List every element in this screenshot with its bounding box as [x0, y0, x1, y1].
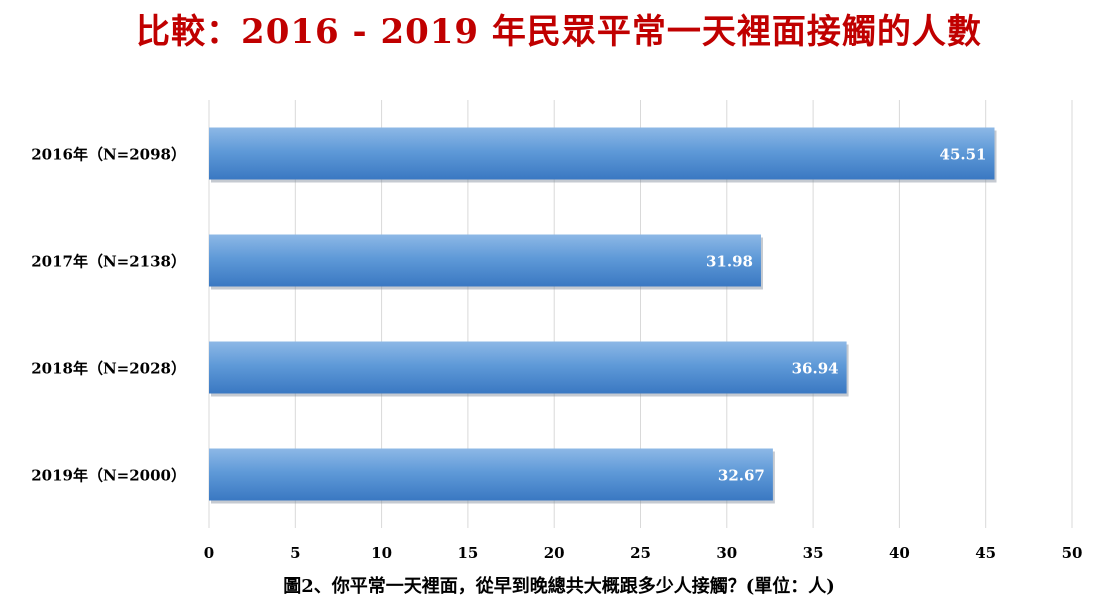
- x-tick-label: 45: [975, 544, 996, 562]
- x-tick-label: 25: [630, 544, 651, 562]
- category-label-2: 2018年（N=2028）: [31, 360, 186, 378]
- x-tick-label: 10: [371, 544, 392, 562]
- data-label-1: 31.98: [706, 253, 753, 271]
- data-label-0: 45.51: [940, 146, 987, 164]
- category-label-1: 2017年（N=2138）: [31, 253, 186, 271]
- bar-0: [209, 127, 995, 180]
- bar-2: [209, 341, 847, 394]
- bars: [209, 127, 997, 504]
- x-tick-label: 50: [1062, 544, 1083, 562]
- x-tick-label: 40: [889, 544, 910, 562]
- x-tick-label: 5: [290, 544, 300, 562]
- x-tick-label: 35: [803, 544, 824, 562]
- category-label-3: 2019年（N=2000）: [31, 467, 186, 485]
- bar-1: [209, 234, 761, 287]
- x-tick-label: 0: [204, 544, 214, 562]
- data-label-3: 32.67: [718, 467, 765, 485]
- bar-3: [209, 448, 773, 501]
- x-tick-label: 30: [716, 544, 737, 562]
- x-tick-label: 15: [457, 544, 478, 562]
- x-tick-label: 20: [544, 544, 565, 562]
- chart-caption: 圖2、你平常一天裡面，從早到晚總共大概跟多少人接觸？(單位：人): [283, 576, 835, 597]
- chart-title: 比較：2016 - 2019 年民眾平常一天裡面接觸的人數: [136, 12, 982, 52]
- labels: 0 5 10 15 20 25 30 35 40 45 50 45.51 2016年（N=2098） 31…: [31, 146, 1082, 563]
- data-label-2: 36.94: [792, 360, 839, 378]
- category-label-0: 2016年（N=2098）: [31, 146, 186, 164]
